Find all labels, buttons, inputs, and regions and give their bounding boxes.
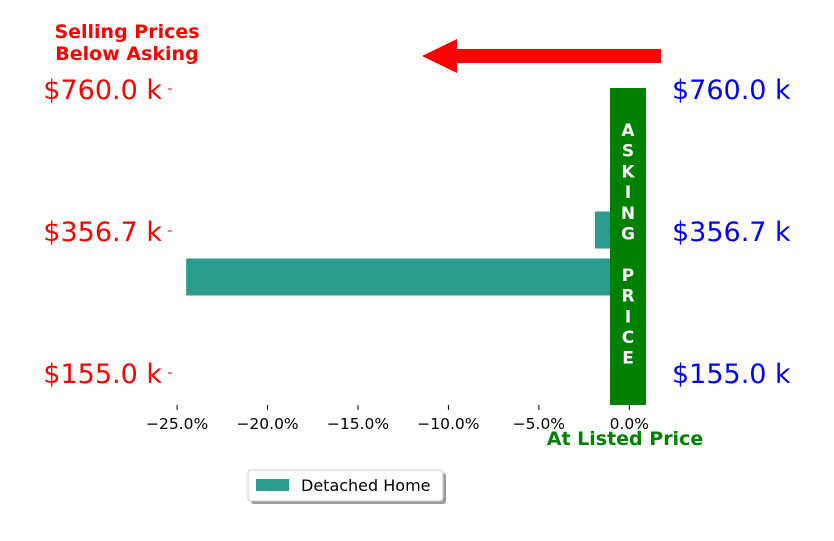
asking-price-bar xyxy=(610,88,646,405)
asking-price-letter: P xyxy=(622,266,634,286)
legend: Detached Home xyxy=(247,469,446,504)
bars-group xyxy=(186,211,630,296)
x-tick-label: −20.0% xyxy=(236,415,298,433)
x-tick-label: 0.0% xyxy=(610,415,649,433)
category-label-left: $760.0 k xyxy=(43,75,162,106)
asking-price-letter: A xyxy=(621,121,635,141)
bar-low xyxy=(186,258,630,296)
category-label-left: $155.0 k xyxy=(43,359,162,390)
x-axis: −25.0% −20.0% −15.0% −10.0% −5.0% 0.0% xyxy=(146,405,649,433)
legend-swatch xyxy=(256,479,289,491)
category-label-right: $356.7 k xyxy=(672,217,791,248)
at-listed-price-label: At Listed Price xyxy=(547,428,703,450)
asking-price-letter: G xyxy=(621,225,635,245)
category-labels-left: $760.0 k $356.7 k $155.0 k xyxy=(43,75,172,390)
asking-price-letter: N xyxy=(621,204,635,224)
x-tick-label: −25.0% xyxy=(146,415,208,433)
category-labels-right: $760.0 k $356.7 k $155.0 k xyxy=(672,75,791,390)
category-label-right: $155.0 k xyxy=(672,359,791,390)
asking-price-letter: C xyxy=(622,328,634,348)
asking-price-letter: S xyxy=(622,142,634,162)
left-arrow-icon xyxy=(422,39,661,73)
below-asking-line-2: Below Asking xyxy=(55,43,198,65)
asking-price-letter: E xyxy=(622,349,634,369)
asking-price-letter: K xyxy=(621,162,635,182)
x-tick-label: −15.0% xyxy=(327,415,389,433)
asking-price-letter: I xyxy=(625,183,631,203)
category-label-left: $356.7 k xyxy=(43,217,162,248)
asking-price-letter: I xyxy=(625,307,631,327)
x-tick-label: −5.0% xyxy=(513,415,565,433)
asking-price-letter: R xyxy=(621,287,634,307)
below-asking-line-1: Selling Prices xyxy=(54,21,199,43)
legend-label: Detached Home xyxy=(301,476,431,495)
category-label-right: $760.0 k xyxy=(672,75,791,106)
x-tick-label: −10.0% xyxy=(417,415,479,433)
legend-box xyxy=(247,469,444,502)
